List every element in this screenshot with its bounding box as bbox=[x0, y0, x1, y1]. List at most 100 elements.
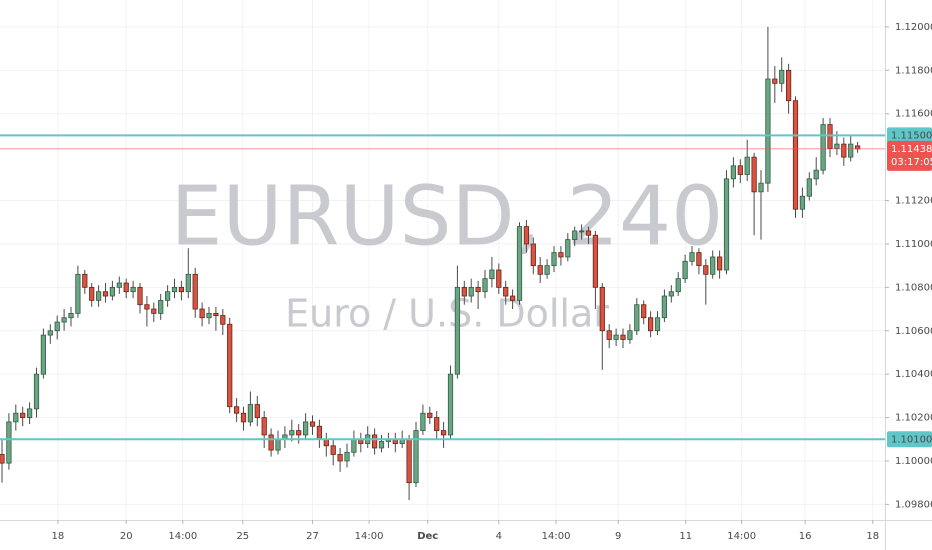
candle-body bbox=[565, 239, 571, 258]
candle-body bbox=[75, 273, 81, 314]
candle-body bbox=[641, 304, 647, 319]
candle-body bbox=[261, 417, 267, 436]
candle-body bbox=[406, 438, 412, 484]
candle-body bbox=[620, 334, 626, 340]
candle-body bbox=[661, 295, 668, 319]
candle-body bbox=[109, 286, 116, 297]
candle-body bbox=[516, 226, 523, 301]
candle-body bbox=[606, 330, 612, 340]
candle-body bbox=[185, 273, 191, 293]
candle-body bbox=[772, 78, 778, 84]
candle-body bbox=[854, 145, 861, 150]
candle-body bbox=[233, 406, 240, 414]
candle-body bbox=[268, 434, 274, 451]
watermark-subtitle: Euro / U.S. Dollar bbox=[285, 292, 609, 336]
candle-body bbox=[578, 230, 585, 233]
y-tick-label: 1.11800 bbox=[895, 65, 932, 76]
candle-body bbox=[309, 421, 316, 427]
candle-body bbox=[13, 412, 19, 423]
candle-body bbox=[530, 243, 536, 267]
candle-body bbox=[116, 282, 122, 288]
candle-body bbox=[468, 286, 474, 297]
candle-body bbox=[434, 417, 440, 431]
candle-body bbox=[164, 291, 171, 301]
candle-body bbox=[675, 278, 681, 293]
candle-body bbox=[689, 252, 695, 262]
y-tick-label: 1.11000 bbox=[895, 239, 932, 250]
candle-body bbox=[68, 312, 74, 319]
candle-body bbox=[6, 421, 12, 464]
candle-body bbox=[848, 143, 854, 158]
candle-body bbox=[737, 165, 743, 175]
candle-body bbox=[744, 156, 750, 175]
candle-body bbox=[496, 269, 502, 288]
y-tick-label: 1.10000 bbox=[895, 456, 932, 467]
candle-body bbox=[33, 373, 40, 410]
candle-body bbox=[523, 226, 530, 245]
candle-body bbox=[558, 252, 564, 258]
candle-body bbox=[723, 178, 730, 271]
candle-body bbox=[509, 295, 516, 301]
candle-body bbox=[254, 404, 260, 418]
x-tick-label: 9 bbox=[615, 531, 621, 542]
candle-body bbox=[779, 69, 785, 84]
candle-body bbox=[137, 286, 143, 306]
candle-body bbox=[351, 438, 357, 453]
candle-body bbox=[503, 286, 509, 297]
level-label: 1.11500 bbox=[891, 130, 932, 141]
candle-body bbox=[730, 165, 737, 180]
candle-body bbox=[475, 286, 481, 293]
candle-body bbox=[227, 323, 233, 408]
candle-body bbox=[102, 291, 109, 297]
candle-body bbox=[82, 273, 88, 288]
candle-body bbox=[647, 317, 654, 332]
candle-body bbox=[427, 412, 433, 418]
candle-body bbox=[834, 143, 840, 149]
price-label: 1.11438 bbox=[891, 144, 932, 155]
candle-body bbox=[799, 195, 806, 210]
candle-body bbox=[599, 286, 605, 332]
candle-body bbox=[192, 273, 198, 310]
candle-body bbox=[54, 321, 60, 332]
candle-body bbox=[330, 445, 336, 455]
candle-body bbox=[668, 291, 674, 297]
candle-body bbox=[710, 256, 716, 275]
candle-body bbox=[440, 430, 447, 436]
x-tick-label: 14:00 bbox=[542, 531, 571, 542]
candle-body bbox=[489, 269, 495, 280]
candle-body bbox=[461, 286, 467, 297]
candle-body bbox=[199, 308, 205, 319]
candle-body bbox=[703, 265, 709, 275]
candle-body bbox=[544, 265, 550, 275]
candle-body bbox=[296, 430, 302, 436]
candle-body bbox=[613, 334, 619, 340]
y-tick-label: 1.10400 bbox=[895, 369, 932, 380]
candle-body bbox=[371, 434, 378, 449]
candle-body bbox=[696, 252, 702, 267]
candle-body bbox=[537, 265, 543, 275]
candle-body bbox=[144, 304, 150, 310]
candle-body bbox=[813, 169, 819, 180]
candle-body bbox=[337, 454, 343, 462]
candle-body bbox=[178, 286, 185, 293]
candle-body bbox=[841, 143, 847, 158]
candle-body bbox=[61, 317, 67, 323]
candle-body bbox=[827, 124, 833, 149]
candle-body bbox=[765, 78, 771, 184]
candle-body bbox=[792, 100, 799, 210]
candle-body bbox=[89, 286, 95, 301]
x-tick-label: 27 bbox=[306, 531, 319, 542]
candle-body bbox=[820, 124, 826, 171]
candle-body bbox=[413, 430, 419, 484]
y-tick-label: 1.09800 bbox=[895, 499, 932, 510]
candle-body bbox=[585, 230, 592, 236]
candle-body bbox=[40, 334, 47, 375]
x-tick-label: 4 bbox=[496, 531, 502, 542]
candle-body bbox=[206, 312, 212, 319]
countdown-label: 03:17:05 bbox=[891, 157, 932, 168]
y-tick-label: 1.10200 bbox=[895, 413, 932, 424]
candle-body bbox=[482, 278, 488, 293]
candle-body bbox=[627, 330, 633, 340]
